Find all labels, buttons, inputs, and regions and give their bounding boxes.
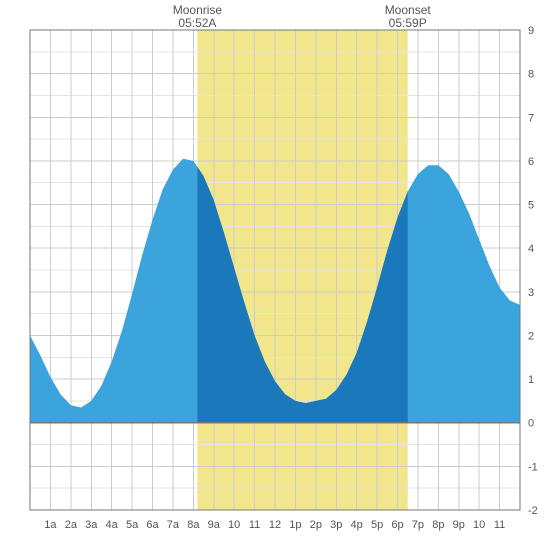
x-axis-label: 10 [473, 519, 485, 531]
y-axis-label: 6 [528, 156, 534, 168]
x-axis-label: 2a [65, 519, 78, 531]
x-axis-label: 5p [371, 519, 383, 531]
x-axis-label: 7p [412, 519, 424, 531]
x-axis-label: 11 [494, 519, 505, 531]
moonrise-label: Moonrise [173, 3, 223, 17]
x-axis-label: 1a [44, 519, 57, 531]
x-axis-label: 10 [228, 519, 240, 531]
x-axis-label: 6a [146, 519, 159, 531]
y-axis-label: 8 [528, 69, 534, 81]
y-axis-label: 0 [528, 418, 534, 430]
moonset-label: Moonset [385, 3, 432, 17]
x-axis-label: 3a [85, 519, 98, 531]
y-axis-label: -1 [528, 461, 538, 473]
x-axis-label: 11 [249, 519, 260, 531]
y-axis-label: 9 [528, 25, 534, 37]
y-axis-label: 7 [528, 112, 534, 124]
chart-svg: -2-101234567891a2a3a4a5a6a7a8a9a1011121p… [0, 0, 550, 550]
x-axis-label: 4a [106, 519, 119, 531]
y-axis-label: -2 [528, 505, 538, 517]
x-axis-label: 8a [187, 519, 200, 531]
x-axis-label: 12 [269, 519, 281, 531]
x-axis-label: 4p [351, 519, 363, 531]
x-axis-label: 7a [167, 519, 180, 531]
moonrise-time: 05:52A [178, 16, 216, 30]
x-axis-label: 6p [391, 519, 403, 531]
x-axis-label: 2p [310, 519, 322, 531]
x-axis-label: 8p [432, 519, 444, 531]
y-axis-label: 5 [528, 200, 534, 212]
y-axis-label: 1 [528, 374, 534, 386]
y-axis-label: 3 [528, 287, 534, 299]
y-axis-label: 4 [528, 243, 534, 255]
x-axis-label: 9a [208, 519, 221, 531]
x-axis-label: 5a [126, 519, 139, 531]
x-axis-label: 9p [453, 519, 465, 531]
x-axis-label: 1p [289, 519, 301, 531]
y-axis-label: 2 [528, 330, 534, 342]
moonset-time: 05:59P [389, 16, 427, 30]
x-axis-label: 3p [330, 519, 342, 531]
tide-chart: -2-101234567891a2a3a4a5a6a7a8a9a1011121p… [0, 0, 550, 550]
